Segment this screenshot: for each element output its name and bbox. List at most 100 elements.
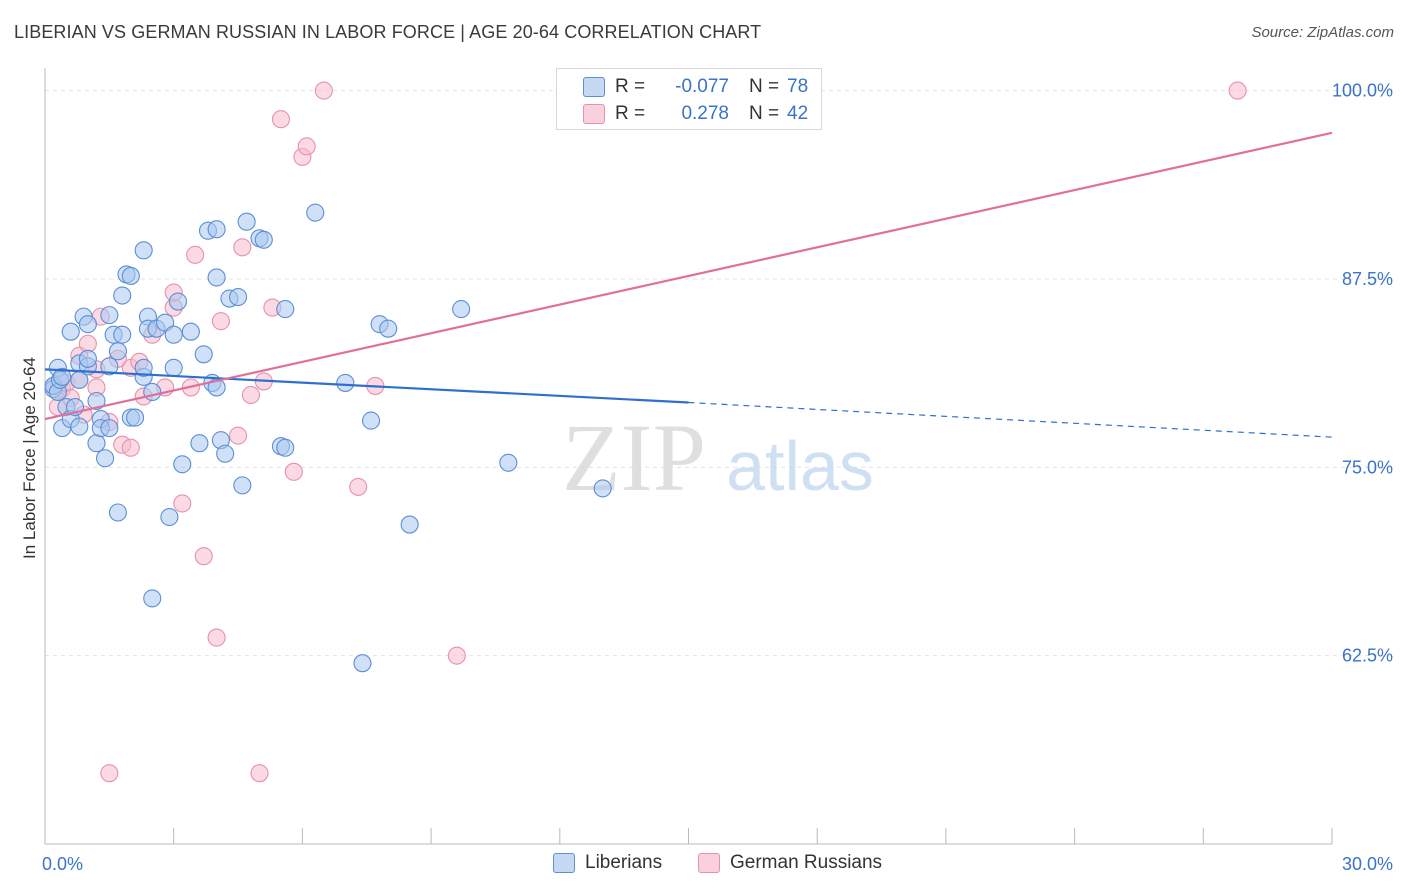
- liberians-point: [216, 444, 235, 463]
- correlation-legend: R = -0.077 N = 78 R = 0.278 N = 42: [556, 68, 822, 130]
- liberians-point: [100, 357, 119, 376]
- liberians-point: [336, 373, 355, 392]
- n-label: N =: [749, 103, 780, 124]
- liberians-point: [160, 507, 179, 527]
- liberians-point: [379, 319, 398, 338]
- watermark-zip: ZIP: [562, 404, 706, 511]
- liberians-point: [168, 292, 188, 311]
- liberians-point: [194, 345, 213, 364]
- r-value: -0.077: [675, 76, 729, 97]
- german-russians-point: [297, 137, 316, 156]
- legend-item-liberians[interactable]: Liberians: [553, 852, 662, 874]
- liberians-point: [126, 408, 145, 427]
- liberians-point: [173, 455, 192, 474]
- y-tick-label: 62.5%: [1342, 646, 1393, 666]
- n-label: N =: [749, 76, 780, 97]
- liberians-point: [181, 322, 200, 341]
- liberians-point: [190, 434, 209, 453]
- liberians-point: [207, 268, 226, 287]
- liberians-point: [100, 419, 119, 438]
- german-russians-point: [173, 494, 192, 513]
- german-russians-point: [1228, 81, 1247, 100]
- liberians-point: [78, 315, 97, 334]
- german-russians-point: [233, 238, 252, 257]
- watermark: ZIP atlas: [562, 404, 874, 511]
- german-russians-point: [229, 426, 248, 445]
- liberians-trend-line: [44, 368, 689, 404]
- liberians-point: [100, 306, 119, 325]
- legend-label-liberians: Liberians: [585, 852, 663, 873]
- liberians-point: [276, 300, 295, 319]
- x-tick-label: 30.0%: [1342, 854, 1393, 874]
- trend-lines: [44, 131, 1333, 438]
- liberians-point: [70, 417, 89, 436]
- y-axis-label: In Labor Force | Age 20-64: [20, 357, 39, 559]
- liberians-point: [233, 476, 252, 495]
- liberians-point: [134, 241, 153, 260]
- r-label: R =: [615, 76, 646, 97]
- axes: [44, 68, 1333, 845]
- german-russians-point: [100, 764, 119, 783]
- series-legend: Liberians German Russians: [0, 852, 1406, 878]
- liberians-point: [229, 287, 248, 307]
- german-russians-trend-line: [44, 131, 1333, 421]
- y-tick-label: 87.5%: [1342, 269, 1393, 289]
- legend-label-german-russians: German Russians: [730, 852, 883, 873]
- german-russians-point: [349, 477, 368, 496]
- german-russians-point: [250, 764, 269, 783]
- german-russians-legend-swatch-icon: [698, 853, 720, 873]
- liberians-point: [87, 434, 106, 453]
- r-value: 0.278: [681, 103, 729, 124]
- liberians-trend-extension: [688, 401, 1333, 438]
- german-russians-point: [207, 628, 226, 647]
- german-russians-point: [241, 385, 260, 405]
- german-russians-swatch-icon: [583, 104, 605, 124]
- legend-item-german-russians[interactable]: German Russians: [698, 852, 882, 874]
- liberians-point: [164, 325, 183, 344]
- liberians-point: [113, 286, 132, 305]
- liberians-point: [108, 503, 127, 522]
- chart-title: LIBERIAN VS GERMAN RUSSIAN IN LABOR FORC…: [14, 22, 762, 42]
- y-tick-label: 100.0%: [1332, 81, 1393, 101]
- liberians-point: [134, 358, 153, 377]
- source-label: Source: ZipAtlas.com: [1251, 24, 1394, 41]
- liberians-point: [143, 589, 162, 608]
- n-value: 42: [787, 103, 809, 124]
- liberians-point: [361, 411, 381, 430]
- liberians-point: [306, 203, 325, 222]
- liberians-point: [237, 212, 256, 231]
- german-russians-point: [194, 547, 213, 566]
- liberians-point: [87, 391, 106, 411]
- tick-labels: 100.0% 87.5% 75.0% 62.5% 0.0% 30.0%: [42, 81, 1393, 874]
- german-russians-point: [271, 110, 291, 129]
- n-value: 78: [787, 76, 809, 97]
- liberians-points: [44, 203, 612, 673]
- liberians-point: [108, 342, 127, 361]
- german-russians-point: [78, 334, 97, 353]
- r-label: R =: [615, 103, 646, 124]
- liberians-point: [276, 438, 295, 457]
- liberians-point: [353, 654, 372, 673]
- liberians-point: [400, 515, 419, 534]
- german-russians-point: [447, 646, 466, 665]
- liberians-point: [78, 349, 97, 368]
- liberians-point: [254, 230, 273, 249]
- german-russians-point: [314, 81, 333, 100]
- liberians-point: [452, 300, 471, 319]
- liberians-point: [121, 266, 140, 285]
- liberians-point: [96, 449, 115, 468]
- german-russians-point: [211, 312, 230, 331]
- legend-row-liberians: R = -0.077 N = 78: [557, 74, 808, 100]
- german-russians-point: [121, 438, 140, 457]
- liberians-legend-swatch-icon: [553, 853, 575, 873]
- liberians-point: [164, 358, 183, 377]
- watermark-atlas: atlas: [726, 427, 874, 505]
- liberians-point: [207, 220, 226, 239]
- y-tick-label: 75.0%: [1342, 457, 1393, 477]
- german-russians-point: [284, 462, 303, 481]
- liberians-point: [143, 382, 162, 402]
- liberians-swatch-icon: [583, 77, 605, 97]
- liberians-point: [499, 453, 518, 472]
- liberians-point: [53, 367, 72, 386]
